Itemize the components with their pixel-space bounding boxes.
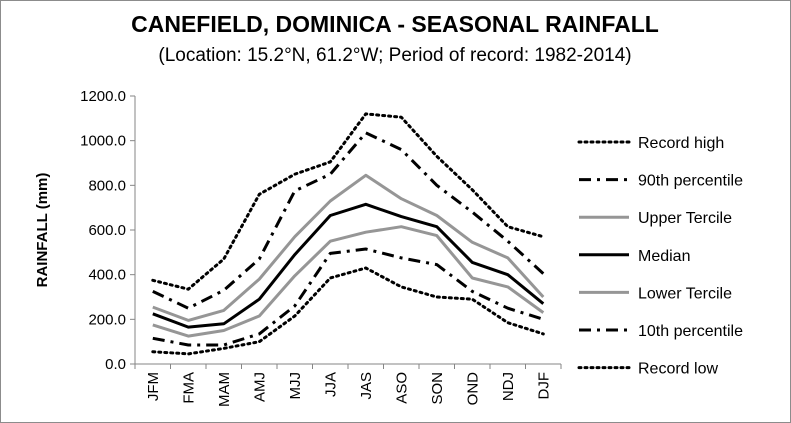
x-tick-label: ASO <box>393 372 410 404</box>
legend: Record high 90th percentile Upper Tercile M… <box>577 135 743 378</box>
series-line-record-low <box>151 266 545 356</box>
y-tick-label: 0.0 <box>105 356 126 373</box>
legend-label: 10th percentile <box>638 323 743 340</box>
y-tick-label: 600.0 <box>88 222 126 239</box>
x-tick-label: JJA <box>322 372 339 397</box>
x-tick-label: NDJ <box>500 372 517 401</box>
legend-label: Lower Tercile <box>638 285 732 302</box>
legend-label: Median <box>638 248 690 265</box>
plot-area: 0.0 200.0 400.0 600.0 800.0 1000.0 1200.0 JFM FM… <box>80 88 562 407</box>
x-tick-label: MAM <box>216 372 233 407</box>
legend-label: 90th percentile <box>638 173 743 190</box>
series-line-lower-tercile <box>152 225 545 338</box>
x-tick-label: FMA <box>180 372 197 404</box>
legend-label: Record high <box>638 135 724 152</box>
y-tick-label: 200.0 <box>88 311 126 328</box>
x-tick-label: SON <box>429 372 446 405</box>
x-tick-label: JFM <box>145 372 162 401</box>
x-tick-label: AMJ <box>251 372 268 402</box>
legend-label: Upper Tercile <box>638 210 732 227</box>
x-tick-label: MJJ <box>287 372 304 400</box>
x-tick-label: DJF <box>535 372 552 400</box>
y-tick-label: 400.0 <box>88 267 126 284</box>
x-tick-label: OND <box>464 372 481 406</box>
series-line-median <box>152 202 545 329</box>
series-line-10th-percentile <box>152 247 544 347</box>
y-axis-label: RAINFALL (mm) <box>34 173 51 288</box>
series-line-90th-percentile <box>152 131 545 310</box>
chart-subtitle: (Location: 15.2°N, 61.2°W; Period of rec… <box>158 45 631 66</box>
x-tick-label: JAS <box>358 372 375 400</box>
series-line-record-high <box>151 112 545 291</box>
y-tick-label: 1000.0 <box>80 133 126 150</box>
chart-title: CANEFIELD, DOMINICA - SEASONAL RAINFALL <box>131 11 659 37</box>
series-line-upper-tercile <box>152 173 545 322</box>
legend-label: Record low <box>638 361 718 378</box>
y-tick-label: 800.0 <box>88 177 126 194</box>
y-tick-label: 1200.0 <box>80 88 126 105</box>
